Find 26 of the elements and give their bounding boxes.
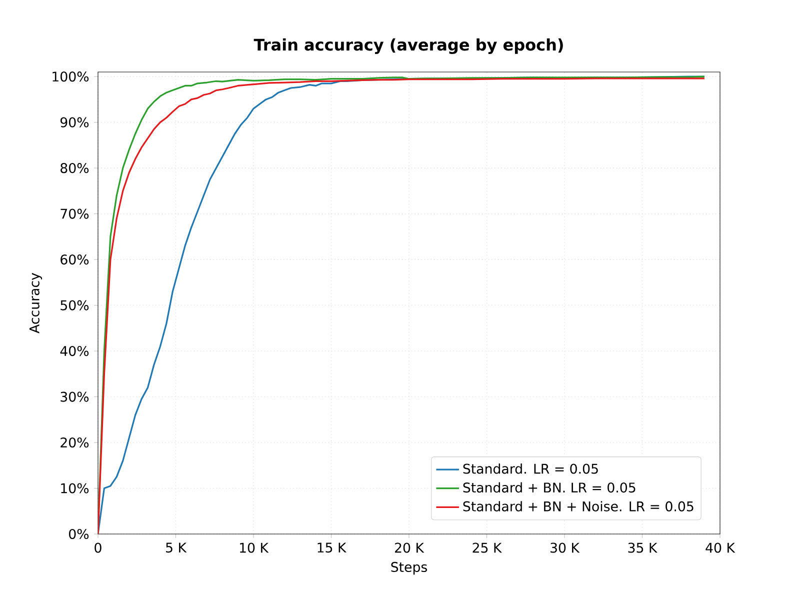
y-tick-label: 10%	[61, 483, 89, 494]
legend-label: Standard + BN + Noise. LR = 0.05	[463, 501, 694, 512]
y-tick-label: 100%	[52, 72, 89, 82]
x-tick-label: 5 K	[166, 542, 187, 553]
x-tick-label: 0	[94, 542, 102, 553]
x-tick-label: 25 K	[472, 542, 502, 553]
y-tick-label: 80%	[60, 163, 89, 174]
legend-label: Standard + BN. LR = 0.05	[463, 482, 636, 493]
x-tick-label: 40 K	[706, 542, 736, 553]
y-tick-label: 20%	[60, 437, 89, 448]
x-tick-label: 20 K	[395, 542, 424, 553]
y-tick-label: 90%	[60, 117, 89, 128]
y-tick-label: 0%	[69, 528, 89, 540]
y-tick-label: 40%	[60, 346, 89, 356]
x-tick-label: 10 K	[240, 542, 269, 553]
y-tick-label: 70%	[60, 208, 89, 219]
y-tick-label: 50%	[60, 300, 89, 310]
x-tick-label: 35 K	[628, 542, 658, 553]
y-tick-label: 60%	[60, 254, 89, 265]
x-axis-title: Steps	[391, 562, 428, 575]
legend-label: Standard. LR = 0.05	[463, 463, 598, 474]
x-tick-label: 15 K	[318, 542, 346, 553]
x-tick-label: 30 K	[550, 542, 580, 553]
y-axis-title: Accuracy	[30, 272, 42, 334]
y-tick-label: 30%	[60, 392, 89, 402]
chart-title: Train accuracy (average by epoch)	[254, 38, 563, 54]
